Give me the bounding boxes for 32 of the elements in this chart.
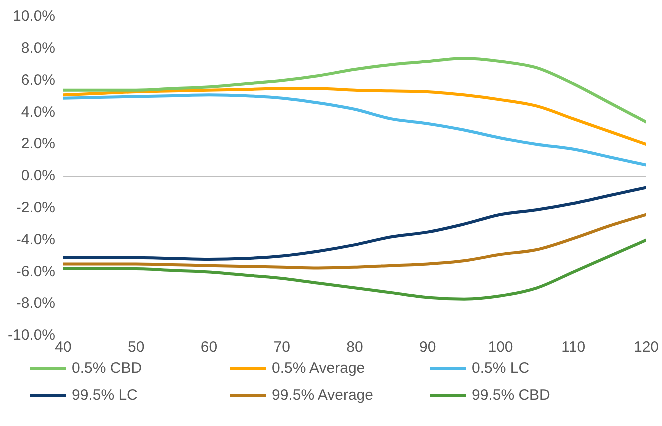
y-tick-label: 6.0%: [21, 72, 56, 89]
x-tick-label: 70: [274, 339, 290, 356]
y-tick-label: 0.0%: [21, 168, 56, 185]
line-series: [64, 186, 646, 261]
x-tick-label: 110: [562, 339, 586, 356]
y-tick-label: 8.0%: [21, 40, 56, 58]
y-tick-label: -10.0%: [8, 327, 56, 344]
y-tick-label: -4.0%: [16, 231, 56, 248]
y-tick-label: -2.0%: [16, 200, 56, 217]
y-tick-label: 2.0%: [21, 136, 56, 153]
line-series: [64, 94, 646, 167]
y-tick-label: -8.0%: [16, 295, 56, 312]
x-tick-label: 60: [200, 339, 218, 356]
x-tick-label: 120: [634, 339, 659, 356]
legend-label: 0.5% LC: [472, 360, 530, 377]
y-tick-label: 10.0%: [12, 8, 56, 26]
legend-label: 0.5% CBD: [72, 360, 142, 377]
line-series: [64, 238, 646, 301]
x-tick-label: 90: [420, 339, 436, 356]
legend-label: 0.5% Average: [272, 360, 366, 377]
y-tick-label: 4.0%: [21, 104, 56, 121]
y-tick-label: -6.0%: [16, 263, 56, 280]
line-series: [64, 56, 646, 124]
x-tick-label: 40: [55, 339, 72, 356]
x-tick-label: 100: [488, 339, 514, 356]
line-series: [64, 213, 646, 270]
line-series: [64, 87, 646, 146]
x-tick-label: 50: [128, 339, 145, 356]
legend-label: 99.5% LC: [72, 387, 138, 404]
legend-label: 99.5% Average: [272, 387, 374, 404]
legend-label: 99.5% CBD: [472, 387, 550, 404]
x-tick-label: 80: [346, 339, 364, 356]
